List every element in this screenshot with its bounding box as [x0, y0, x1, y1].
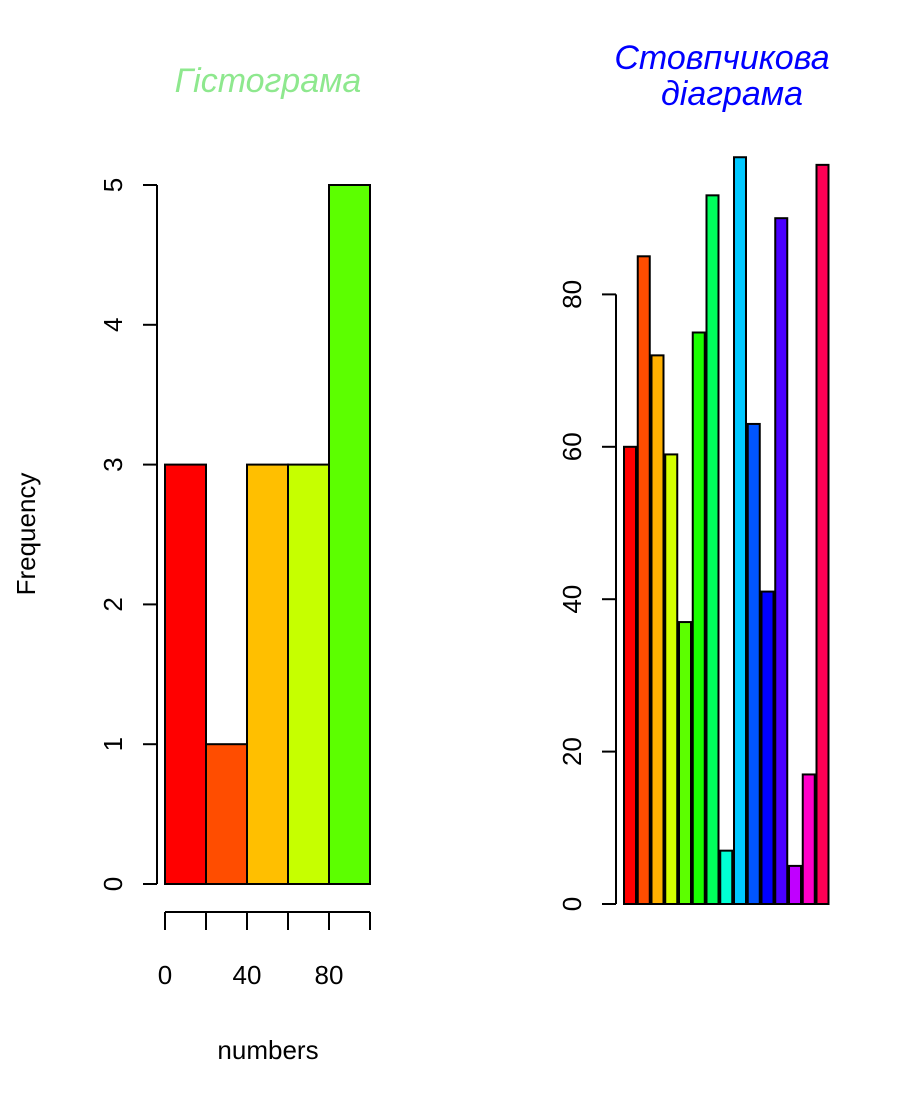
histogram-bar — [205, 743, 248, 886]
bar-chart-title-line: діаграма — [661, 75, 803, 113]
histogram-y-axis-label: Frequency — [11, 473, 41, 596]
histogram-y-tick-label: 4 — [98, 318, 128, 332]
bar-chart-bar — [650, 354, 665, 905]
histogram-y-tick-label: 5 — [98, 178, 128, 192]
bar-chart-bar — [636, 255, 651, 905]
bar-chart-bar — [788, 864, 802, 906]
bar-chart-bar — [691, 331, 706, 905]
bar-chart-bar — [678, 621, 692, 905]
histogram-bar — [246, 463, 289, 885]
histogram-bar — [287, 463, 330, 885]
bar-chart-bar — [815, 163, 830, 906]
bar-chart-y-tick-label: 60 — [557, 432, 587, 461]
histogram-y-tick-label: 0 — [98, 877, 128, 891]
histogram-y-tick-label: 1 — [98, 737, 128, 751]
histogram-y-tick-label: 3 — [98, 457, 128, 471]
bar-chart-title: Стовпчикова діаграма — [614, 39, 829, 113]
bar-chart-y-tick-label: 20 — [557, 737, 587, 766]
histogram-bar — [164, 463, 207, 885]
bar-chart-bar — [760, 590, 775, 906]
bar-chart-title-line: Стовпчикова — [614, 39, 829, 77]
bar-chart-bar — [774, 217, 789, 905]
bar-chart-y-tick-label: 40 — [557, 585, 587, 614]
bar-chart-bar — [623, 445, 637, 905]
bar-chart-y-tick-label: 0 — [557, 897, 587, 911]
bar-chart-bar — [746, 422, 761, 905]
bar-chart-bar — [705, 194, 720, 905]
histogram-x-tick-label: 40 — [233, 960, 262, 990]
bar-chart-bar — [664, 453, 679, 905]
bar-chart-y-tick-label: 80 — [557, 280, 587, 309]
bar-chart-bar — [733, 156, 747, 906]
bar-chart: Стовпчикова діаграма 0 20 40 60 80 — [557, 39, 830, 911]
histogram-chart: Гістограма 0 1 2 3 4 5 0 40 80 numbers Frequency — [11, 62, 371, 1065]
histogram-y-tick-label: 2 — [98, 597, 128, 611]
histogram-bar — [328, 184, 371, 885]
histogram-x-tick-label: 80 — [315, 960, 344, 990]
bar-chart-bar — [719, 849, 734, 905]
histogram-title: Гістограма — [175, 62, 362, 100]
bar-chart-bar — [801, 773, 816, 906]
histogram-x-axis-label: numbers — [217, 1035, 318, 1065]
histogram-x-tick-label: 0 — [158, 960, 172, 990]
